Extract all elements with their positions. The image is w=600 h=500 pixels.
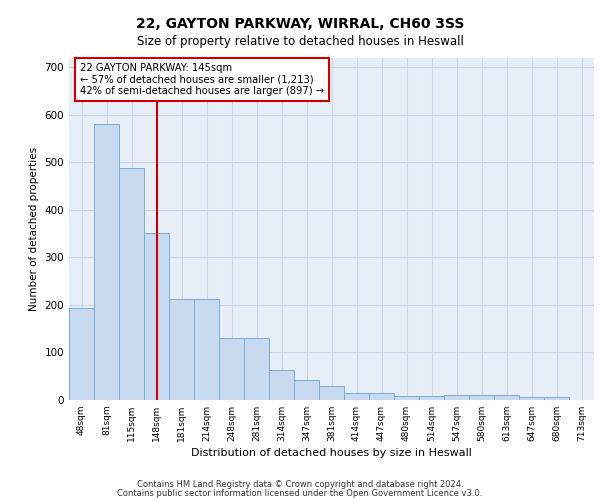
X-axis label: Distribution of detached houses by size in Heswall: Distribution of detached houses by size … bbox=[191, 448, 472, 458]
Text: 22, GAYTON PARKWAY, WIRRAL, CH60 3SS: 22, GAYTON PARKWAY, WIRRAL, CH60 3SS bbox=[136, 18, 464, 32]
Bar bbox=[194, 298, 219, 400]
Bar bbox=[294, 380, 319, 400]
Bar bbox=[394, 396, 419, 400]
Text: Contains HM Land Registry data © Crown copyright and database right 2024.: Contains HM Land Registry data © Crown c… bbox=[137, 480, 463, 489]
Bar bbox=[519, 397, 544, 400]
Bar bbox=[144, 232, 169, 400]
Bar bbox=[94, 124, 119, 400]
Bar bbox=[494, 395, 519, 400]
Bar bbox=[444, 395, 469, 400]
Y-axis label: Number of detached properties: Number of detached properties bbox=[29, 146, 39, 311]
Bar bbox=[544, 397, 569, 400]
Bar bbox=[369, 393, 394, 400]
Bar bbox=[69, 308, 94, 400]
Bar bbox=[269, 370, 294, 400]
Text: 22 GAYTON PARKWAY: 145sqm
← 57% of detached houses are smaller (1,213)
42% of se: 22 GAYTON PARKWAY: 145sqm ← 57% of detac… bbox=[79, 62, 323, 96]
Text: Size of property relative to detached houses in Heswall: Size of property relative to detached ho… bbox=[137, 35, 463, 48]
Bar bbox=[344, 393, 369, 400]
Bar bbox=[469, 395, 494, 400]
Bar bbox=[219, 338, 244, 400]
Bar bbox=[419, 396, 444, 400]
Text: Contains public sector information licensed under the Open Government Licence v3: Contains public sector information licen… bbox=[118, 488, 482, 498]
Bar bbox=[119, 168, 144, 400]
Bar bbox=[169, 298, 194, 400]
Bar bbox=[244, 338, 269, 400]
Bar bbox=[319, 386, 344, 400]
